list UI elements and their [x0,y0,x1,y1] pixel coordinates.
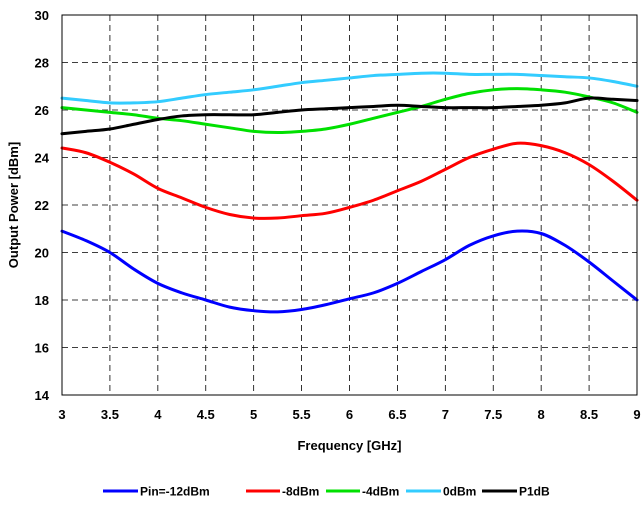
y-tick-label: 30 [35,8,49,23]
y-tick-label: 14 [35,388,50,403]
y-tick-label: 20 [35,246,49,261]
legend-label-3: 0dBm [443,485,476,499]
series-line-0 [60,229,639,314]
y-tick-label: 16 [35,341,49,356]
x-tick-label: 4.5 [197,407,215,422]
legend-label-0: Pin=-12dBm [140,485,210,499]
x-tick-label: 4 [154,407,162,422]
y-tick-label: 18 [35,293,49,308]
series-line-4 [60,96,639,136]
legend-label-4: P1dB [519,485,550,499]
x-axis-label: Frequency [GHz] [297,438,401,453]
plot-area-frame [61,14,638,396]
legend-label-1: -8dBm [282,485,319,499]
x-tick-label: 7.5 [484,407,502,422]
y-tick-labels: 14 16 18 20 22 24 26 28 30 [35,8,50,403]
x-tick-label: 3.5 [101,407,119,422]
x-tick-label: 7 [442,407,449,422]
series-lines [60,71,639,314]
grid-lines [62,15,637,395]
x-tick-label: 6.5 [388,407,406,422]
y-tick-label: 28 [35,56,49,71]
x-tick-labels: 3 3.5 4 4.5 5 5.5 6 6.5 7 7.5 8 8.5 9 [58,407,640,422]
series-line-1 [60,141,639,220]
x-tick-label: 8 [538,407,545,422]
legend: Pin=-12dBm -8dBm -4dBm 0dBm P1dB [103,485,550,499]
y-axis-label: Output Power [dBm] [6,142,21,268]
y-tick-label: 22 [35,198,49,213]
series-line-3 [60,71,639,105]
y-tick-label: 24 [35,151,50,166]
x-tick-label: 6 [346,407,353,422]
y-tick-label: 26 [35,103,49,118]
x-tick-label: 5.5 [293,407,311,422]
legend-label-2: -4dBm [362,485,399,499]
x-tick-label: 9 [633,407,640,422]
x-tick-label: 5 [250,407,257,422]
x-tick-label: 3 [58,407,65,422]
x-tick-label: 8.5 [580,407,598,422]
